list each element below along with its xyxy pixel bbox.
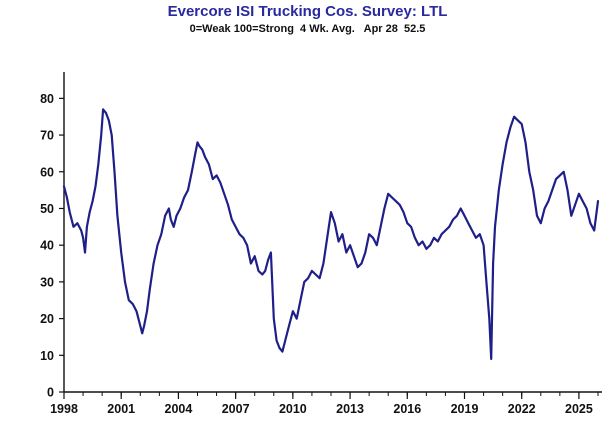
x-tick-label: 2004 bbox=[165, 402, 193, 416]
y-tick-label: 0 bbox=[47, 386, 54, 400]
x-tick-label: 2025 bbox=[565, 402, 593, 416]
series-line bbox=[62, 108, 600, 361]
chart-title: Evercore ISI Trucking Cos. Survey: LTL bbox=[167, 3, 448, 20]
y-tick-label: 50 bbox=[40, 202, 54, 216]
y-tick-label: 20 bbox=[40, 312, 54, 326]
y-tick-label: 60 bbox=[40, 165, 54, 179]
x-tick-label: 2010 bbox=[279, 402, 307, 416]
x-tick-label: 2016 bbox=[393, 402, 421, 416]
axes-group: 0 10 20 30 40 50 60 70 80 1998 2001 2004 2007 2010 201… bbox=[40, 72, 602, 416]
x-tick-label: 2022 bbox=[508, 402, 536, 416]
x-tick-label: 2013 bbox=[336, 402, 364, 416]
y-tick-label: 80 bbox=[40, 92, 54, 106]
x-tick-label: 2007 bbox=[222, 402, 250, 416]
y-tick-label: 70 bbox=[40, 129, 54, 143]
chart-subtitle: 0=Weak 100=Strong 4 Wk. Avg. Apr 28 52.5 bbox=[189, 23, 426, 35]
x-tick-label: 2019 bbox=[451, 402, 479, 416]
x-tick-label: 1998 bbox=[50, 402, 78, 416]
y-tick-label: 10 bbox=[40, 349, 54, 363]
x-tick-label: 2001 bbox=[107, 402, 135, 416]
y-tick-label: 40 bbox=[40, 239, 54, 253]
series-group bbox=[62, 108, 600, 361]
y-tick-label: 30 bbox=[40, 275, 54, 289]
